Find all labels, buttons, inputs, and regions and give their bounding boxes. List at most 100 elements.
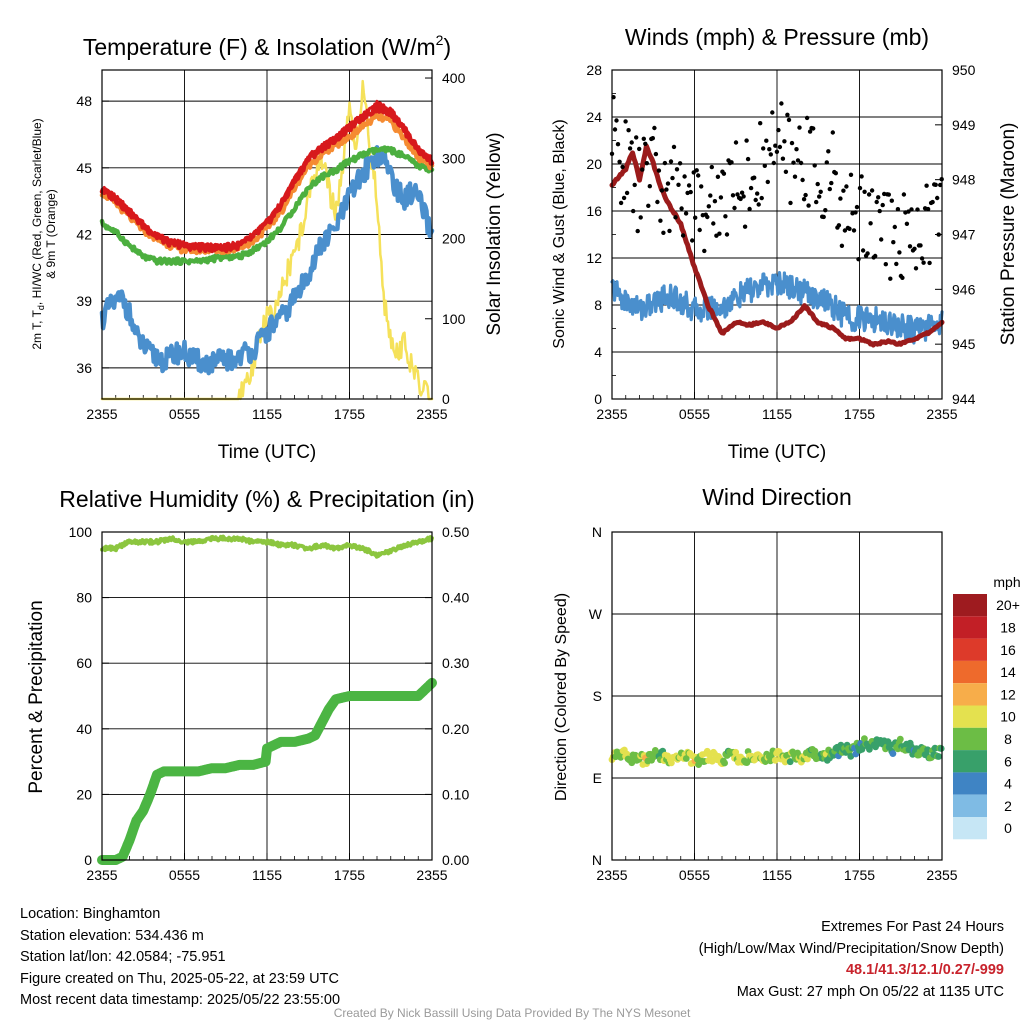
- gust-point: [688, 189, 693, 195]
- y2-tick-label: 0: [442, 391, 450, 407]
- gust-point: [640, 167, 645, 172]
- x-tick-label: 1755: [844, 867, 875, 883]
- gust-point: [742, 224, 748, 229]
- extremes-panel: Extremes For Past 24 Hours (High/Low/Max…: [699, 917, 1004, 1003]
- x-tick-label: 0555: [679, 867, 710, 883]
- y2-tick-label: 0.40: [442, 590, 469, 606]
- y-tick-label: 45: [76, 160, 92, 176]
- gust-point: [670, 175, 675, 181]
- legend-label: 4: [1004, 776, 1012, 792]
- gust-point: [665, 181, 671, 186]
- gust-point: [753, 197, 758, 203]
- gust-point: [913, 266, 919, 271]
- gust-point: [774, 149, 780, 154]
- gust-point: [935, 195, 940, 201]
- gust-point: [900, 275, 905, 280]
- gust-point: [862, 189, 867, 194]
- gust-point: [683, 211, 689, 216]
- station-elevation: Station elevation: 534.436 m: [20, 927, 204, 944]
- direction-point: [668, 759, 675, 767]
- x-tick-label: 1155: [762, 406, 792, 422]
- gust-point: [839, 243, 845, 248]
- gust-point: [780, 156, 786, 161]
- gust-point: [655, 199, 660, 205]
- gust-point: [748, 185, 754, 191]
- credit-line: Created By Nick Bassill Using Data Provi…: [333, 1006, 691, 1020]
- x-tick-label: 1155: [762, 867, 792, 883]
- gust-point: [812, 163, 817, 168]
- gust-point: [712, 199, 718, 204]
- gust-point: [612, 127, 618, 132]
- gust-point: [629, 140, 634, 145]
- gust-point: [803, 192, 808, 198]
- gust-point: [833, 171, 838, 176]
- gust-point: [668, 159, 674, 164]
- gust-point: [733, 140, 739, 145]
- x-tick-label: 1755: [334, 406, 365, 422]
- legend-label: 18: [1000, 619, 1016, 635]
- gust-point: [804, 115, 810, 121]
- gust-point: [797, 125, 802, 130]
- x-tick-label: 0555: [679, 406, 710, 422]
- gust-point: [680, 233, 686, 238]
- gust-point: [674, 167, 680, 172]
- y2-tick-label: 200: [442, 231, 466, 247]
- direction-point: [931, 744, 939, 752]
- gust-point: [755, 191, 760, 196]
- gust-point: [889, 198, 894, 203]
- legend-label: 20+: [996, 597, 1020, 613]
- legend-swatch: [953, 727, 987, 751]
- direction-point: [811, 747, 819, 755]
- gust-point: [823, 208, 828, 213]
- panel-1: Temperature (F) & Insolation (W/m2)2355 0…: [30, 32, 505, 463]
- gust-point: [706, 204, 711, 209]
- y-tick-label: E: [593, 770, 602, 786]
- legend-label: 16: [1000, 642, 1016, 658]
- gust-point: [791, 160, 796, 165]
- gust-point: [620, 164, 625, 170]
- y2-tick-label: 100: [442, 311, 466, 327]
- gust-point: [788, 200, 793, 206]
- x-tick-label: 0555: [169, 867, 200, 883]
- gust-point: [925, 206, 931, 212]
- gust-point: [623, 119, 628, 124]
- legend-title: mph: [993, 574, 1020, 590]
- gust-point: [643, 141, 648, 146]
- gust-point: [918, 243, 923, 248]
- gust-point: [732, 205, 737, 211]
- gust-point: [644, 161, 649, 166]
- legend-label: 6: [1004, 753, 1012, 769]
- gust-point: [717, 231, 722, 236]
- gust-point: [730, 193, 736, 198]
- plot-frame: [611, 531, 943, 861]
- series-line-2m-td: [99, 145, 435, 267]
- gust-point: [815, 181, 820, 187]
- y2-tick-label: 944: [952, 391, 976, 407]
- y-tick-label: N: [592, 524, 602, 540]
- gust-point: [626, 128, 631, 133]
- gust-point: [841, 188, 846, 193]
- legend-swatch: [953, 638, 987, 661]
- gust-point: [758, 121, 763, 126]
- legend-swatch: [953, 660, 987, 684]
- y2-axis-label: Solar Insolation (Yellow): [484, 132, 505, 335]
- x-axis-label: Time (UTC): [728, 442, 827, 463]
- y-tick-label: 24: [586, 109, 602, 125]
- y-tick-label: 48: [76, 93, 92, 109]
- gust-point: [773, 143, 778, 148]
- x-tick-label: 2355: [416, 867, 447, 883]
- legend-label: 8: [1004, 731, 1012, 747]
- y-tick-label: 60: [76, 655, 92, 671]
- gust-point: [783, 169, 789, 174]
- gust-point: [907, 244, 913, 249]
- plot-frame: [101, 69, 433, 400]
- y2-axis-label: Station Pressure (Maroon): [998, 123, 1019, 346]
- y-axis-label: 2m T, Td, HI/WC (Red, Green, Scarlet/Blu…: [30, 118, 46, 349]
- gust-point: [909, 207, 914, 212]
- gust-point: [938, 182, 943, 188]
- gust-point: [641, 136, 646, 141]
- legend-label: 10: [1000, 709, 1016, 725]
- gust-point: [624, 190, 630, 196]
- legend-swatch: [953, 616, 987, 639]
